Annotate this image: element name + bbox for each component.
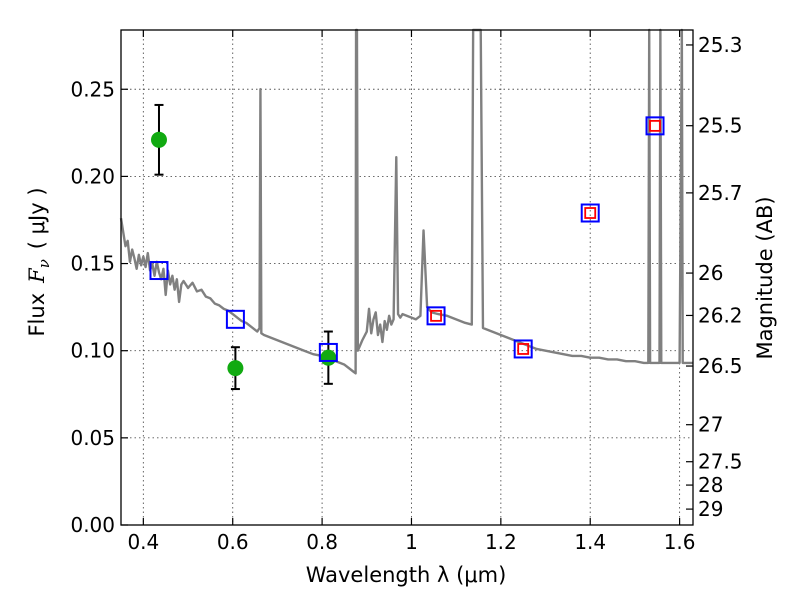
x-tick-label: 1 bbox=[405, 530, 418, 554]
magnitude-tick-label: 29 bbox=[698, 497, 723, 521]
y-axis-label: Flux Fν ( μJy ) bbox=[25, 187, 53, 336]
magnitude-tick-label: 25.7 bbox=[698, 181, 743, 205]
x-axis-ticks: 0.4 0.6 0.8 1 1.2 1.4 1.6 bbox=[127, 30, 696, 554]
magnitude-tick-label: 27.5 bbox=[698, 450, 743, 474]
model-square bbox=[225, 309, 245, 329]
magnitude-tick-label: 26.5 bbox=[698, 354, 743, 378]
model-point bbox=[149, 261, 169, 281]
model-point bbox=[426, 306, 446, 326]
x-axis-label: Wavelength λ (μm) bbox=[306, 563, 507, 587]
model-points-layer bbox=[149, 116, 665, 362]
observed-points-layer bbox=[150, 103, 337, 391]
y-axis-label-symbol: F bbox=[25, 267, 49, 284]
magnitude-tick-label: 28 bbox=[698, 473, 723, 497]
magnitude-tick-label: 25.3 bbox=[698, 33, 743, 57]
magnitude-tick-label: 27 bbox=[698, 413, 723, 437]
model-point bbox=[580, 203, 600, 223]
model-square bbox=[645, 116, 665, 136]
grid-lines bbox=[121, 30, 693, 526]
observed-marker bbox=[227, 360, 244, 377]
model-inner-square bbox=[517, 343, 530, 355]
y-tick-label: 0.00 bbox=[70, 513, 115, 537]
sed-curve-layer bbox=[119, 28, 693, 375]
x-tick-label: 0.4 bbox=[127, 530, 159, 554]
y-tick-label: 0.10 bbox=[70, 339, 115, 363]
model-square bbox=[426, 306, 446, 326]
sed-curve bbox=[119, 28, 693, 375]
plot-frame bbox=[120, 29, 694, 526]
observed-marker bbox=[150, 131, 167, 148]
y-axis-label-prefix: Flux bbox=[25, 293, 49, 337]
model-inner-square bbox=[584, 207, 597, 219]
model-square bbox=[149, 261, 169, 281]
y-tick-label: 0.05 bbox=[70, 426, 115, 450]
y2-axis-label: Magnitude (AB) bbox=[753, 196, 777, 359]
y-axis-ticks: 0.00 0.05 0.10 0.15 0.20 0.25 bbox=[70, 77, 128, 537]
y-tick-label: 0.20 bbox=[70, 164, 115, 188]
observed-point bbox=[320, 330, 337, 385]
magnitude-tick-label: 26 bbox=[698, 261, 723, 285]
observed-point bbox=[227, 346, 244, 391]
observed-marker bbox=[320, 349, 337, 366]
model-square bbox=[580, 203, 600, 223]
model-point bbox=[513, 339, 533, 359]
x-tick-label: 1.2 bbox=[485, 530, 517, 554]
x-tick-label: 1.4 bbox=[574, 530, 606, 554]
model-inner-square bbox=[649, 119, 661, 132]
model-square bbox=[513, 339, 533, 359]
magnitude-tick-label: 26.2 bbox=[698, 303, 743, 327]
x-tick-label: 1.6 bbox=[664, 530, 696, 554]
model-point bbox=[225, 309, 245, 329]
model-inner-square bbox=[430, 309, 442, 322]
y-axis-label-subscript: ν bbox=[35, 259, 53, 268]
observed-point bbox=[150, 103, 167, 176]
model-point bbox=[645, 116, 665, 136]
magnitude-tick-label: 25.5 bbox=[698, 114, 743, 138]
x-tick-label: 0.6 bbox=[217, 530, 249, 554]
y-axis-label-unit: ( μJy ) bbox=[25, 187, 49, 249]
model-square bbox=[318, 342, 338, 362]
model-point bbox=[318, 342, 338, 362]
y-tick-label: 0.25 bbox=[70, 77, 115, 101]
x-tick-label: 0.8 bbox=[306, 530, 338, 554]
y-tick-label: 0.15 bbox=[70, 252, 115, 276]
